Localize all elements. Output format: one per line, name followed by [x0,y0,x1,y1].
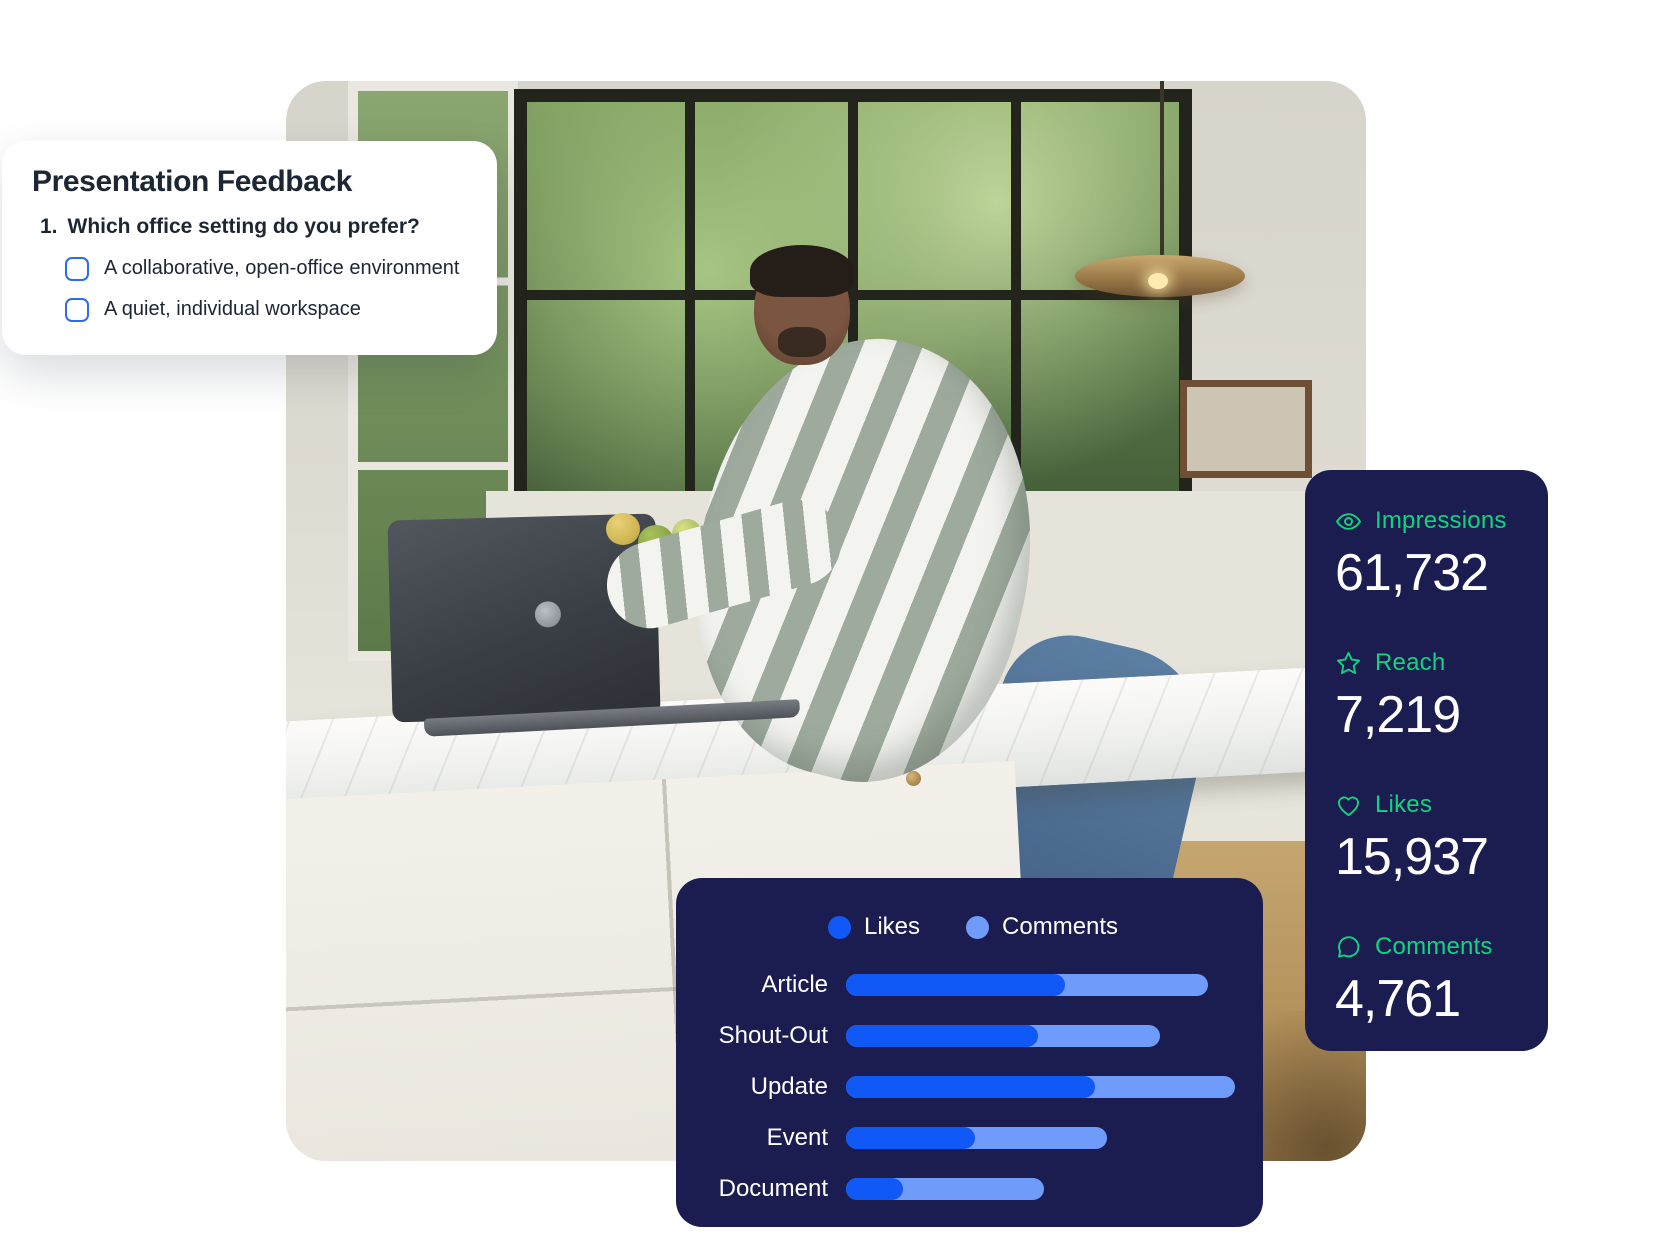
star-icon [1336,651,1361,674]
metric-label: Reach [1375,649,1446,676]
bar-likes-segment [846,1025,1038,1047]
bar-comments-segment [846,1127,1107,1149]
option-label: A quiet, individual workspace [104,298,361,320]
legend-item-likes: Likes [828,913,920,941]
option-label: A collaborative, open-office environment [104,257,460,279]
person-head [750,245,854,365]
feedback-option: A collaborative, open-office environment [65,256,497,281]
chart-row-shoutout: Shout-Out [676,1022,1263,1049]
chart-row-article: Article [676,971,1263,998]
metric-label: Impressions [1375,507,1507,534]
fruit [606,513,640,545]
pendant-bulb [1148,273,1168,289]
heart-icon [1337,796,1360,816]
bar-likes-segment [846,1076,1095,1098]
feedback-option: A quiet, individual workspace [65,297,497,322]
metric-label: Likes [1375,791,1433,818]
pendant-cord [1160,81,1164,271]
legend-label: Comments [1002,913,1119,940]
question-text: Which office setting do you prefer? [67,215,420,238]
bar-likes-segment [846,1178,903,1200]
metric-reach: Reach 7,219 [1335,648,1528,744]
comments-dot-icon [966,915,990,939]
chart-category-label: Update [750,1073,828,1100]
bar-comments-segment [846,1025,1160,1047]
metric-value: 61,732 [1335,544,1489,602]
feedback-options: A collaborative, open-office environment… [65,256,497,322]
chart-legend: Likes Comments [828,913,1263,941]
checkbox[interactable] [65,256,89,281]
chart-category-label: Event [766,1124,828,1151]
post-engagement-chart-card: Likes Comments Article Shout-Out Update … [676,878,1263,1227]
metric-value: 7,219 [1335,686,1461,744]
metric-value: 4,761 [1335,970,1461,1028]
metric-label: Comments [1375,933,1493,960]
metric-impressions: Impressions 61,732 [1335,506,1528,602]
bar-likes-segment [846,1127,975,1149]
legend-label: Likes [864,913,921,940]
likes-dot-icon [828,915,851,939]
metric-likes: Likes 15,937 [1335,790,1528,886]
laptop-illustration [387,513,661,723]
chart-category-label: Shout-Out [718,1022,828,1049]
legend-item-comments: Comments [966,913,1118,941]
feedback-question: 1. Which office setting do you prefer? [40,215,497,239]
bar-comments-segment [846,1178,1044,1200]
chart-rows: Article Shout-Out Update Event Document [676,971,1263,1202]
chart-category-label: Article [761,971,828,998]
picture-frame [1180,380,1312,478]
bar-comments-segment [846,1076,1235,1098]
chart-row-update: Update [676,1073,1263,1100]
metric-comments: Comments 4,761 [1335,932,1528,1028]
engagement-stats-card: Impressions 61,732 Reach 7,219 Likes 15,… [1305,470,1548,1051]
bar-comments-segment [846,974,1208,996]
eye-icon [1336,512,1361,530]
question-number: 1. [40,215,58,238]
presentation-feedback-card: Presentation Feedback 1. Which office se… [2,141,497,355]
metric-value: 15,937 [1335,828,1489,886]
checkbox[interactable] [65,297,89,322]
bar-likes-segment [846,974,1065,996]
chart-category-label: Document [718,1175,828,1202]
cabinet-knob [906,771,921,786]
chart-row-document: Document [676,1175,1263,1202]
chat-bubble-icon [1338,935,1360,957]
feedback-title: Presentation Feedback [32,165,353,198]
chart-row-event: Event [676,1124,1263,1151]
